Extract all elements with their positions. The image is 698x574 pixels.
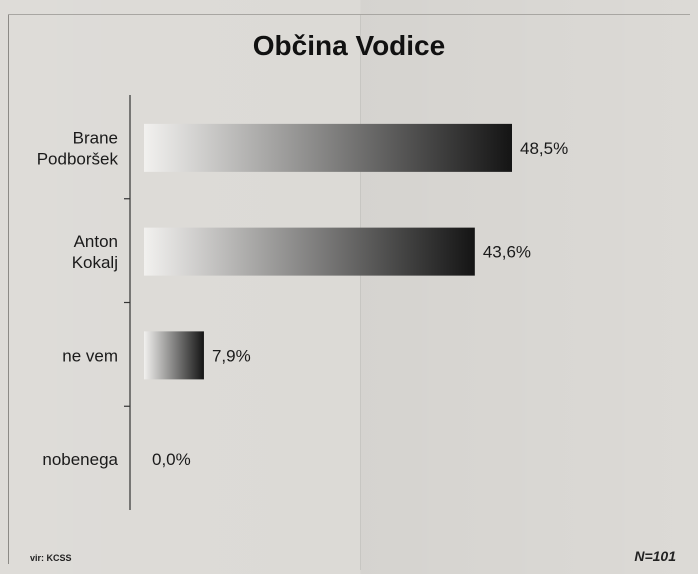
source-note: vir: KCSS — [30, 553, 72, 563]
panel-top-border — [8, 14, 690, 15]
category-label: nobenega — [42, 450, 118, 469]
value-labels: 48,5% 43,6% 7,9% 0,0% — [152, 139, 568, 469]
chart-title: Občina Vodice — [252, 30, 446, 61]
panel-left-border — [8, 14, 9, 564]
category-label: ne vem — [62, 346, 118, 365]
category-label: Anton Kokalj — [72, 232, 118, 272]
value-label: 0,0% — [152, 450, 191, 469]
value-label: 7,9% — [212, 346, 251, 365]
category-labels: Brane Podboršek Anton Kokalj ne vem nobenega — [37, 128, 119, 469]
bar — [144, 227, 475, 276]
bar — [144, 331, 204, 380]
value-label: 48,5% — [520, 139, 568, 158]
y-axis-ticks — [124, 198, 130, 407]
bars-group — [144, 123, 512, 380]
bar — [144, 123, 512, 172]
page-fold-seam — [360, 15, 361, 570]
value-label: 43,6% — [483, 243, 531, 262]
sample-size-note: N=101 — [634, 548, 676, 564]
category-label: Brane Podboršek — [37, 128, 119, 168]
